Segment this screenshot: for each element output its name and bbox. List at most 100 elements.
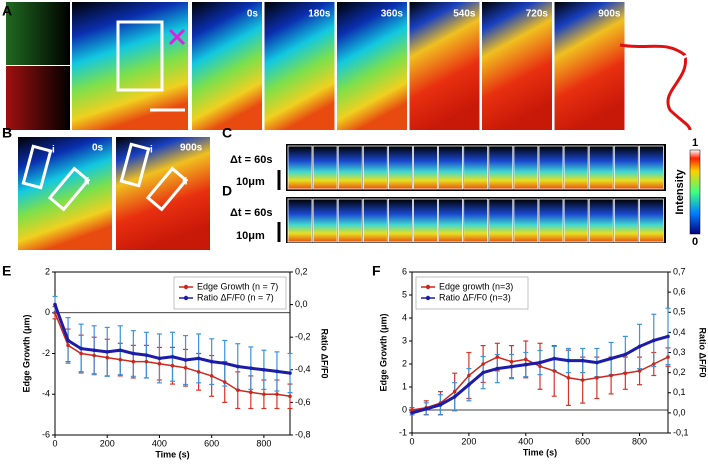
marker [552, 356, 557, 361]
kymo-frame [312, 198, 338, 243]
edge-outline [619, 43, 692, 131]
y-tick-label: -1 [399, 427, 407, 437]
dt-label: Δt = 60s [230, 207, 272, 219]
marker [509, 364, 514, 369]
kymo-frame [588, 198, 614, 243]
marker [595, 360, 599, 365]
kymo-frame [538, 198, 564, 243]
colorbar-max: 1 [692, 137, 698, 149]
y-tick-label: 0 [45, 307, 50, 317]
kymo-frame [413, 145, 438, 190]
marker [66, 343, 70, 348]
time-label: 0s [92, 143, 104, 154]
time-label: 720s [526, 9, 549, 20]
marker [509, 359, 514, 364]
kymo-frame [287, 145, 313, 190]
time-label: 900s [180, 143, 203, 154]
kymo-frame [362, 145, 388, 190]
y2-tick-label: -0,1 [673, 427, 689, 437]
x-tick-label: 200 [100, 438, 115, 448]
legend-box [415, 276, 529, 310]
kymo-frame [488, 145, 514, 190]
y-tick-label: -4 [42, 389, 50, 399]
kymo-frame [563, 145, 589, 190]
kymo-frame [613, 198, 639, 243]
marker [637, 369, 642, 373]
marker [580, 378, 585, 382]
marker [538, 360, 542, 365]
marker [209, 359, 214, 364]
marker [157, 361, 162, 366]
marker [523, 362, 528, 367]
marker [249, 390, 253, 395]
kymo-frame [639, 145, 664, 190]
y-tick-label: 2 [45, 266, 50, 276]
marker [452, 394, 457, 399]
y2-tick-label: 0,2 [673, 367, 686, 377]
y2-axis-label: Ratio ΔF/F0 [698, 328, 708, 378]
frame-image [264, 2, 335, 130]
panel-label: A [2, 3, 12, 19]
marker [651, 362, 656, 366]
marker [209, 374, 214, 378]
y-tick-label: 0 [402, 404, 407, 414]
y2-tick-label: -0,6 [295, 397, 311, 407]
panel-label: E [2, 263, 11, 279]
kymo-frame [387, 145, 413, 190]
y2-tick-label: -0,8 [295, 429, 311, 439]
marker [183, 358, 188, 362]
marker [79, 351, 83, 356]
marker [53, 302, 57, 307]
y-axis-label: Edge Growth (μm) [21, 314, 31, 392]
x-tick-label: 0 [409, 436, 414, 446]
marker [288, 394, 292, 399]
y2-tick-label: -0,2 [295, 332, 311, 342]
y2-tick-label: 0,0 [673, 407, 686, 417]
x-tick-label: 600 [204, 438, 219, 448]
marker [157, 356, 162, 361]
kymo-frame [513, 198, 539, 243]
scale-label: 10μm [236, 230, 265, 242]
panel-label: C [222, 125, 232, 141]
colorbar [689, 149, 701, 235]
x-tick-label: 0 [52, 438, 57, 448]
marker [410, 408, 414, 412]
kymo-frame [613, 145, 639, 190]
marker [92, 348, 96, 353]
arrow [667, 53, 689, 68]
x-axis-label: Time (s) [155, 449, 189, 459]
time-label: 900s [598, 9, 621, 20]
roi-box [119, 142, 151, 188]
panel-a: 0s 180s 360s 540s 720s 900s [6, 2, 692, 131]
kymo-frame [513, 145, 539, 190]
dt-label: Δt = 60s [230, 154, 272, 166]
marker [566, 358, 571, 363]
y-tick-label: 2 [402, 358, 407, 368]
marker [566, 376, 571, 380]
marker [235, 364, 240, 369]
marker [118, 357, 123, 362]
marker [183, 365, 188, 370]
y2-tick-label: 0,3 [673, 347, 686, 357]
kymo-frame [312, 145, 338, 190]
marker [452, 389, 457, 394]
marker [438, 403, 443, 407]
marker [609, 373, 613, 378]
y-tick-label: 4 [402, 312, 407, 322]
frame-image [482, 2, 552, 130]
y-tick-label: 5 [402, 289, 407, 299]
marker [538, 364, 542, 369]
marker [144, 353, 149, 357]
y-tick-label: 3 [402, 335, 407, 345]
marker [118, 348, 123, 353]
marker [196, 356, 201, 361]
legend-label: Ratio ΔF/F0 (n = 7) [197, 292, 274, 302]
marker [623, 371, 628, 376]
marker [609, 356, 613, 361]
frame-image [554, 2, 625, 130]
marker-x [168, 28, 186, 46]
marker [131, 359, 136, 364]
marker [467, 373, 471, 378]
roi-box [116, 20, 164, 92]
marker [288, 371, 292, 375]
